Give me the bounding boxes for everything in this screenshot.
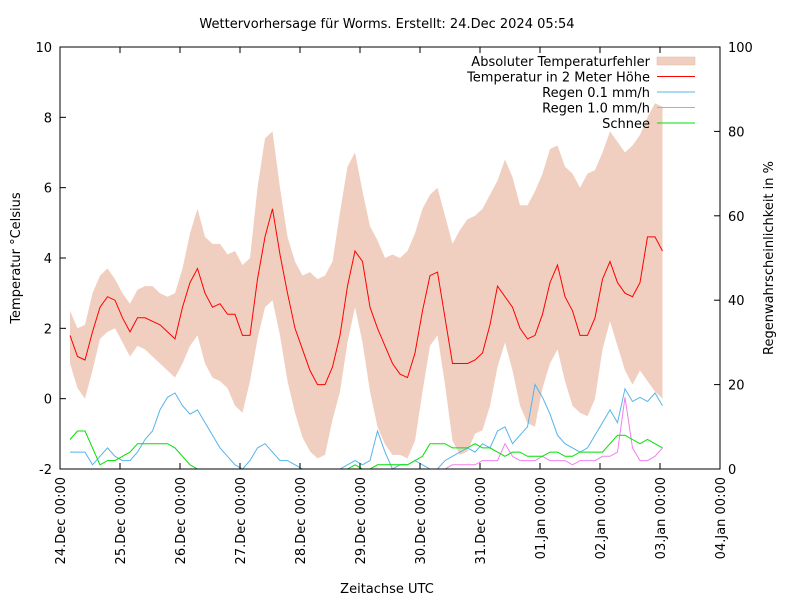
rain-1mm-line — [70, 397, 663, 470]
y-tick-label: 8 — [44, 111, 52, 126]
y2-axis-label: Regenwahrscheinlichkeit in % — [762, 161, 777, 355]
y-tick-label: 2 — [44, 322, 52, 337]
legend-label: Regen 0.1 mm/h — [542, 86, 650, 101]
x-tick-label: 24.Dec 00:00 — [54, 477, 69, 564]
x-tick-label: 04.Jan 00:00 — [714, 477, 729, 559]
x-tick-label: 29.Dec 00:00 — [354, 477, 369, 564]
snow-line — [69, 430, 663, 470]
y2-tick-label: 80 — [728, 125, 745, 140]
rain-01mm-line — [70, 383, 663, 470]
y2-tick-label: 60 — [728, 210, 745, 225]
legend-label: Regen 1.0 mm/h — [542, 102, 650, 117]
plot-area — [69, 103, 663, 470]
x-tick-label: 26.Dec 00:00 — [174, 477, 189, 564]
legend-label: Temperatur in 2 Meter Höhe — [466, 71, 650, 86]
y2-tick-label: 20 — [728, 379, 745, 394]
temperature-error-band — [70, 103, 663, 459]
y2-tick-label: 100 — [728, 41, 753, 56]
x-axis-label: Zeitachse UTC — [340, 582, 434, 597]
x-tick-label: 25.Dec 00:00 — [114, 477, 129, 564]
x-tick-label: 03.Jan 00:00 — [654, 477, 669, 559]
temperature-line — [69, 208, 663, 386]
y-tick-label: 4 — [44, 252, 52, 267]
x-tick-label: 31.Dec 00:00 — [474, 477, 489, 564]
y2-tick-label: 0 — [728, 463, 736, 478]
x-tick-label: 30.Dec 00:00 — [414, 477, 429, 564]
x-tick-label: 28.Dec 00:00 — [294, 477, 309, 564]
y2-tick-label: 40 — [728, 294, 745, 309]
y-tick-label: 6 — [44, 182, 52, 197]
y-tick-label: 0 — [44, 393, 52, 408]
x-tick-label: 27.Dec 00:00 — [234, 477, 249, 564]
y-tick-label: -2 — [39, 463, 52, 478]
chart-title: Wettervorhersage für Worms. Erstellt: 24… — [199, 17, 574, 32]
legend-swatch — [656, 56, 696, 66]
legend-label: Absoluter Temperaturfehler — [471, 55, 650, 70]
y-tick-label: 10 — [35, 41, 52, 56]
x-tick-label: 01.Jan 00:00 — [534, 477, 549, 559]
legend-label: Schnee — [602, 117, 650, 132]
y-axis-label: Temperatur °Celsius — [9, 192, 24, 325]
x-tick-label: 02.Jan 00:00 — [594, 477, 609, 559]
